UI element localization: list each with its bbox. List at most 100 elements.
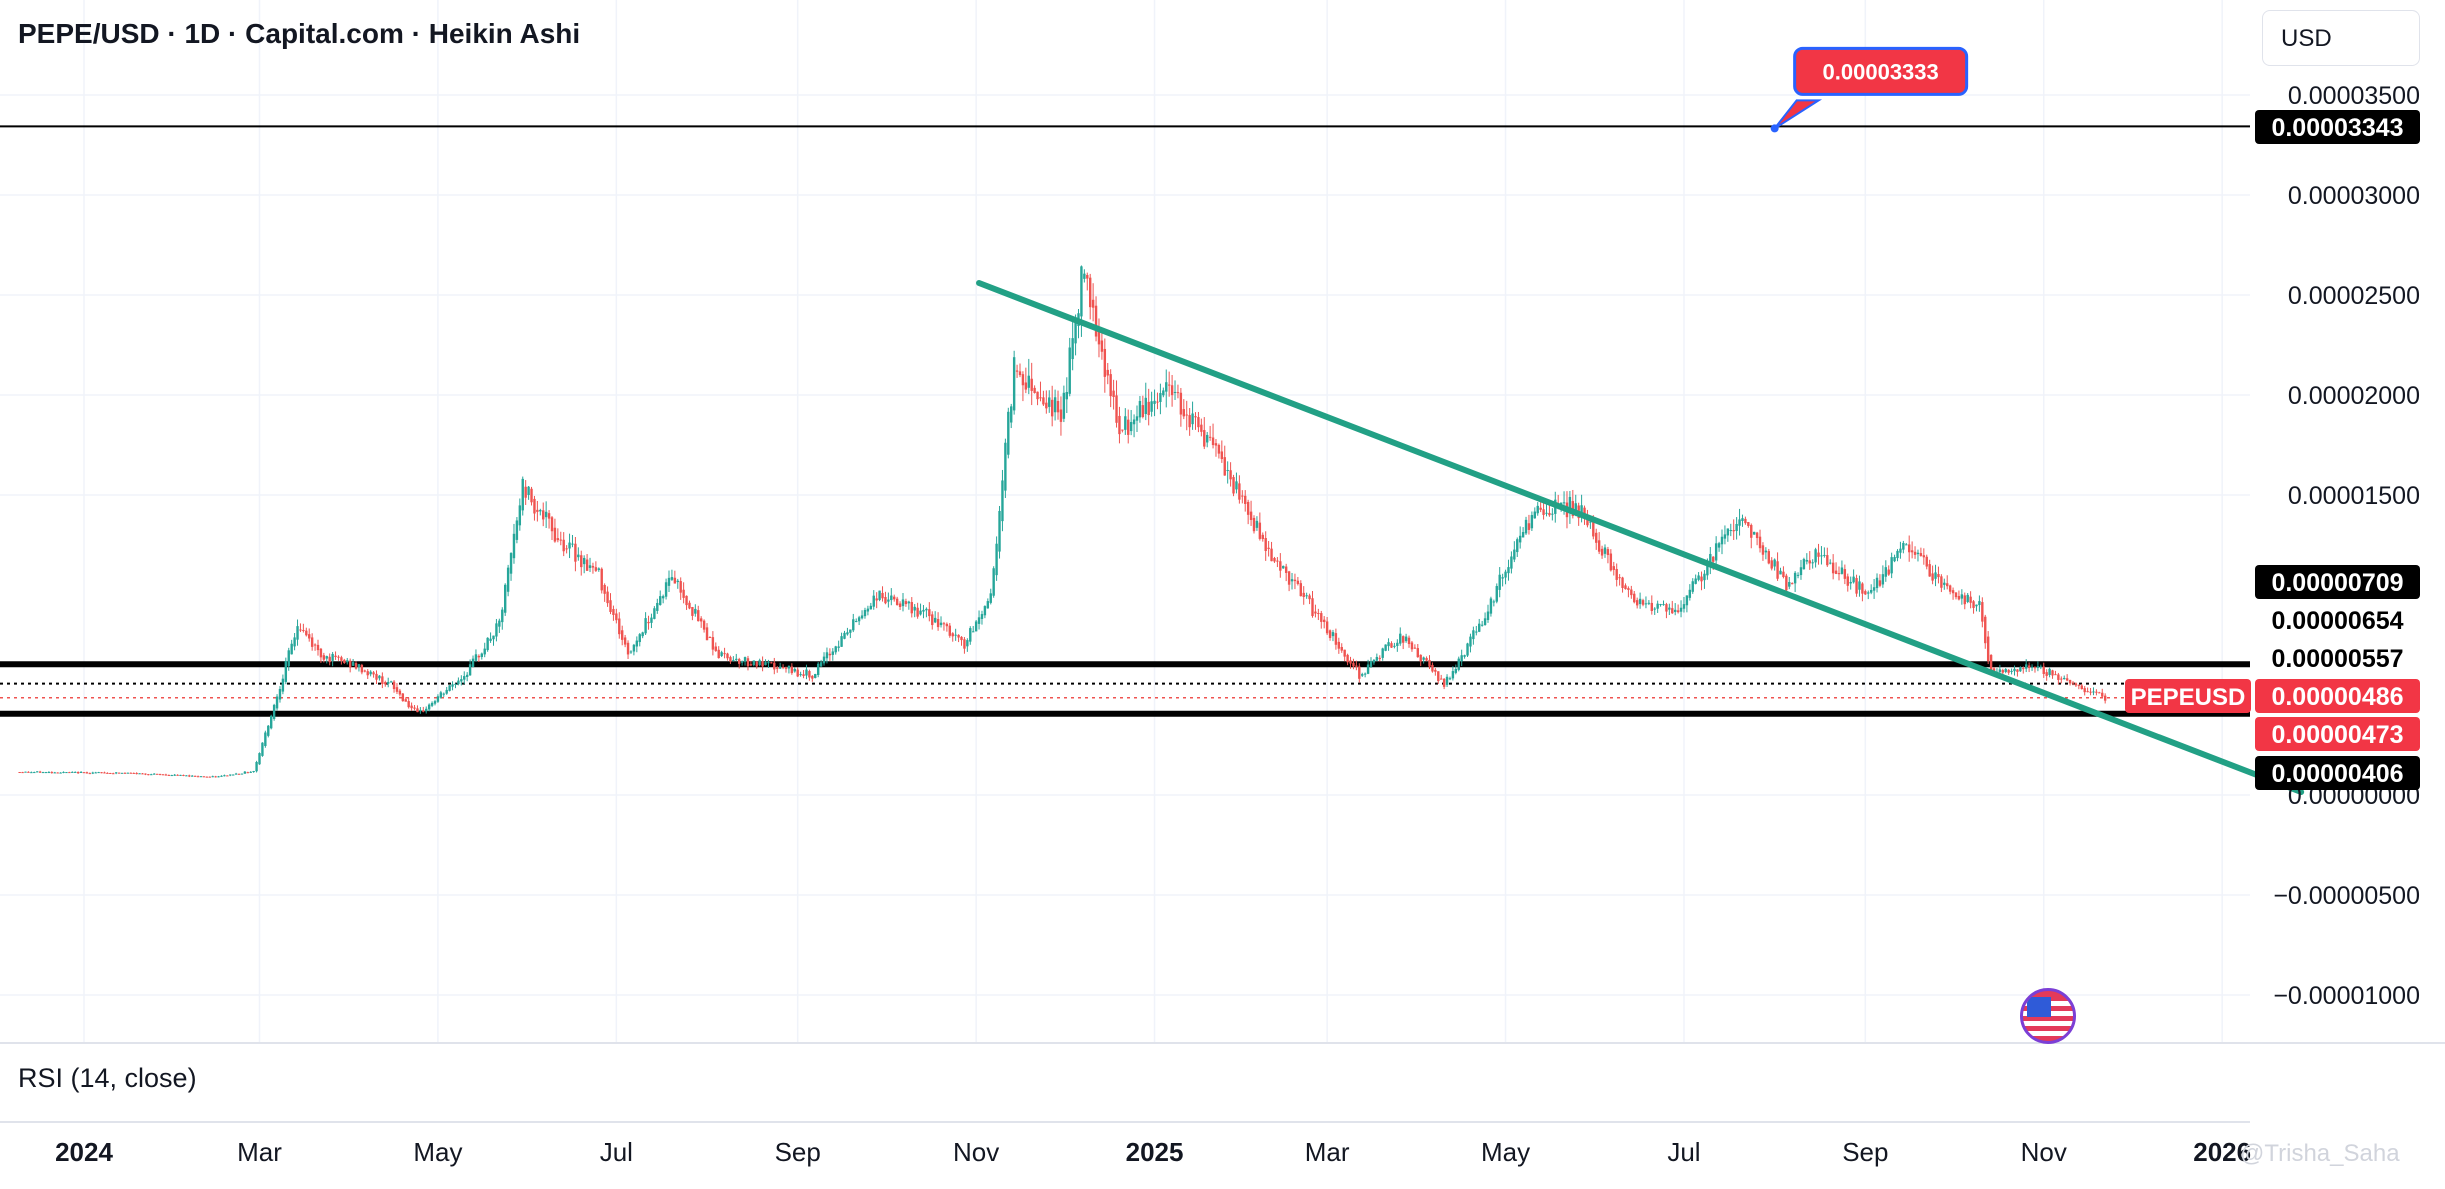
candle-body [1761,545,1765,555]
candle-body [1644,603,1648,605]
candle-body [913,606,916,611]
candle-body [1881,574,1885,585]
candle-body [2039,666,2043,668]
candle-body [969,628,972,642]
candle-body [1428,659,1431,667]
candle-body [1706,561,1709,576]
callout-box [1793,46,1969,96]
candle-body [1305,595,1308,597]
candle-body [62,771,65,773]
candle-body [1805,559,1809,562]
candle-body [398,690,402,695]
candle-body [1457,658,1460,670]
candle-body [18,772,21,773]
candle-body [802,674,805,676]
candle-body [855,621,858,623]
candle-body [308,634,311,639]
candle-body [565,548,568,550]
candle-body [1226,470,1229,472]
candle-body [717,649,720,659]
candle-body [1176,392,1180,394]
candle-body [302,629,305,631]
candle-body [1890,557,1893,574]
candle-body [1694,578,1697,584]
candle-body [1548,512,1551,516]
candle-body [615,613,618,621]
candle-body [1808,560,1811,564]
candle-body [1232,477,1235,494]
candle-body [328,656,331,663]
candle-body [1539,507,1542,510]
candle-body [202,776,206,778]
candle-body [1536,505,1539,514]
candle-body [790,666,794,674]
candle-body [983,606,987,616]
price-label-text: 0.00003343 [2271,114,2403,142]
candle-body [74,771,77,773]
candle-body [1545,512,1548,514]
candle-body [840,636,843,647]
candle-body [1937,574,1940,578]
candle-body [1621,577,1624,588]
candle-body [1910,550,1914,553]
candle-body [1966,594,1969,602]
candle-body [740,661,744,663]
candle-body [2010,670,2013,672]
candle-body [1150,401,1153,412]
symbol-label-box [2125,679,2251,713]
candle-body [1682,604,1686,609]
candle-body [1261,534,1264,540]
candle-body [1826,555,1829,566]
candle-body [1855,578,1858,594]
candle-body [381,676,384,684]
candle-body [357,664,361,668]
candle-body [167,774,171,776]
candle-body [986,601,990,609]
candle-body [334,655,337,658]
candle-body [1413,647,1417,649]
rsi-indicator-label[interactable]: RSI (14, close) [18,1063,197,1093]
candle-body [708,637,712,639]
candle-body [1831,562,1835,574]
candle-body [1963,595,1966,605]
currency-selector-button[interactable]: USD [2262,10,2420,66]
candle-body [2013,668,2016,672]
candle-body [931,614,934,626]
candle-body [193,775,197,777]
candle-body [498,620,501,627]
candle-body [246,772,249,774]
candle-body [337,656,340,658]
candle-body [781,667,785,669]
candle-body [1252,517,1256,532]
candle-body [486,637,489,651]
candle-body [1416,648,1419,658]
candle-body [1270,548,1273,562]
candle-body [1931,573,1934,581]
candle-body [173,774,176,776]
candle-body [1255,520,1259,528]
candle-body [963,639,966,649]
candle-body [699,618,703,622]
candle-body [217,776,220,778]
candle-body [1744,518,1747,524]
us-flag-icon[interactable] [2020,988,2076,1044]
candle-body [1124,416,1127,430]
candle-body [1793,572,1797,584]
candle-body [1837,573,1841,575]
candle-body [199,776,203,778]
candle-body [1972,601,1975,608]
candle-body [1697,575,1700,580]
candle-body [1346,654,1349,663]
candle-body [732,659,735,661]
candle-body [293,637,296,647]
price-label-box [2255,110,2420,144]
candle-body [811,675,814,679]
candle-body [694,608,697,614]
candle-body [656,602,659,611]
candle-body [1843,569,1847,579]
candle-body [1089,277,1092,308]
candle-body [1469,636,1472,647]
candle-body [539,509,542,512]
